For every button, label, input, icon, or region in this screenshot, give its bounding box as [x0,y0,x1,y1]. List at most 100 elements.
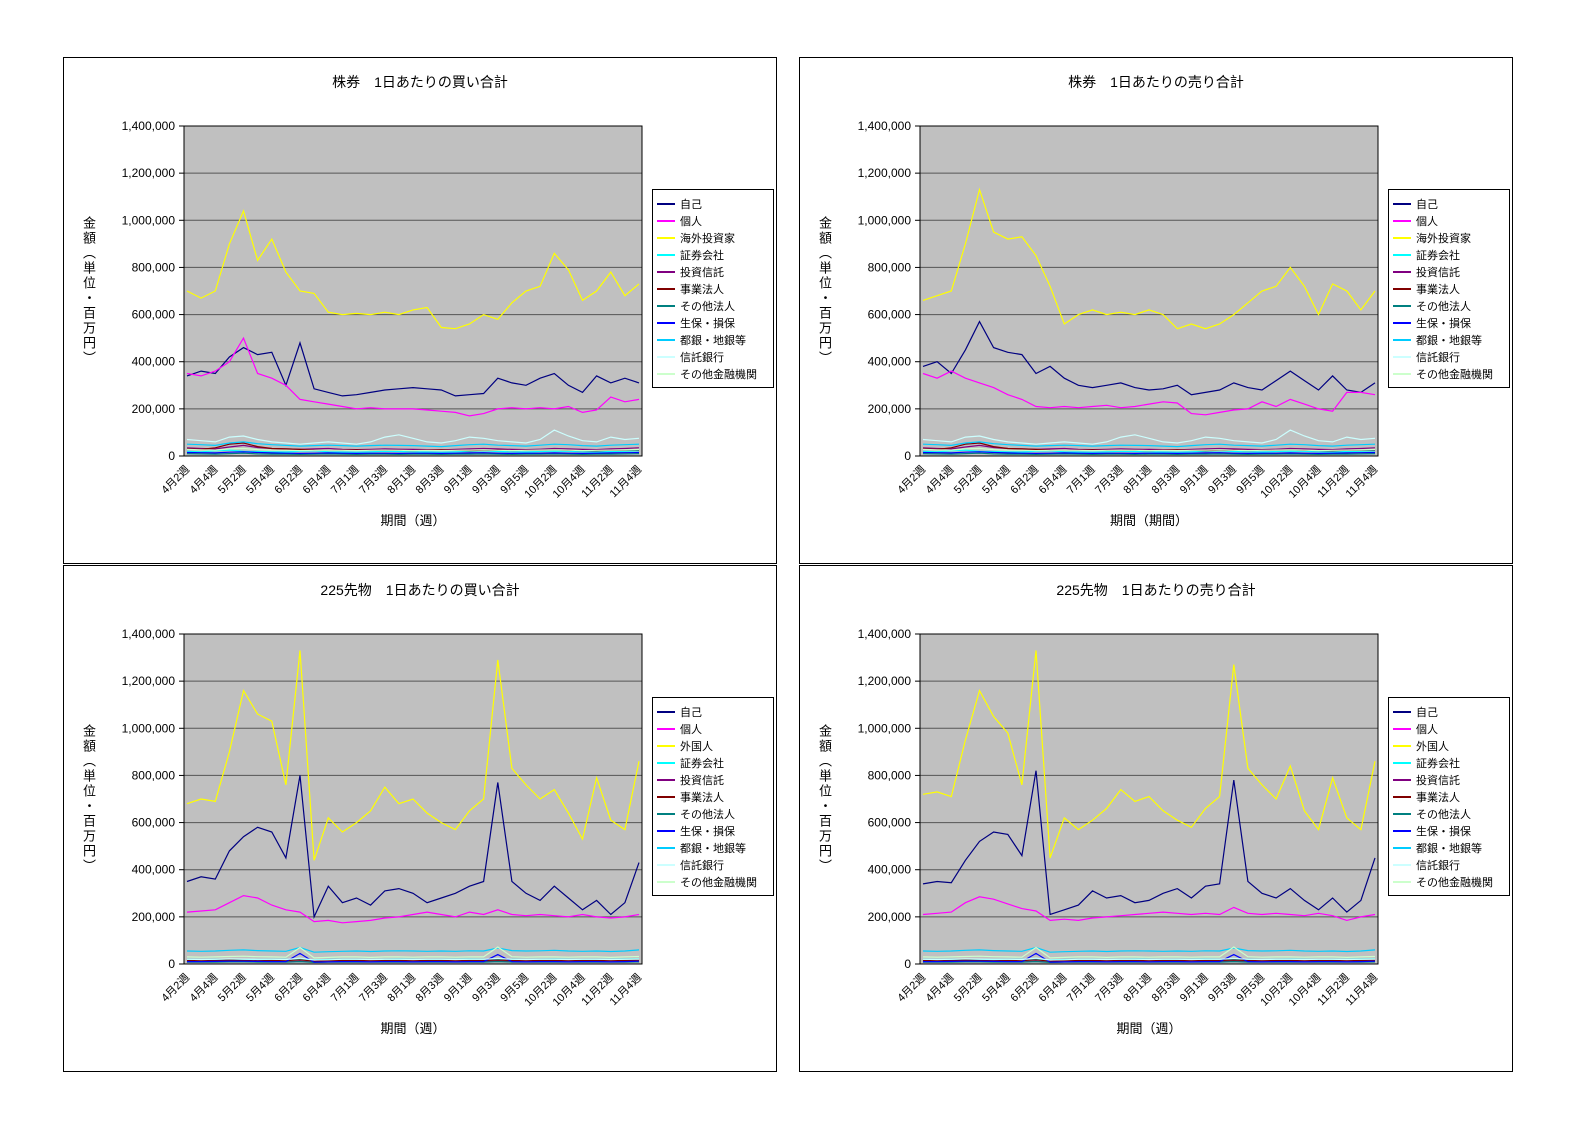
legend-item: 投資信託 [657,263,769,280]
legend-line-sample [1393,863,1411,866]
legend-line-sample [1393,812,1411,815]
legend-label: その他金融機関 [680,876,757,889]
x-tick-label: 5月2週 [215,971,248,1004]
legend-line-sample [1393,744,1411,747]
series-line [186,451,640,455]
series-line [186,775,640,920]
y-tick-label: 800,000 [132,260,176,274]
series-line [922,946,1376,959]
series-line [186,441,640,448]
legend-item: 生保・損保 [1393,314,1505,331]
y-tick-label: 0 [904,957,911,971]
legend-item: 生保・損保 [657,314,769,331]
x-tick-label: 9月1週 [1177,971,1210,1004]
legend-label: 個人 [1416,215,1438,228]
y-tick-label: 800,000 [868,260,912,274]
legend-item: 都銀・地銀等 [657,839,769,856]
x-tick-label: 8月3週 [1149,971,1182,1004]
legend-line-sample [657,710,675,713]
legend-item: 自己 [1393,195,1505,212]
series-line [922,429,1376,445]
series-line [922,449,1376,453]
series-line [186,449,640,453]
x-tick-label: 8月3週 [1149,463,1182,496]
series-line [186,209,640,330]
legend-item: 個人 [657,212,769,229]
legend-item: その他金融機関 [657,873,769,890]
x-tick-label: 4月4週 [187,463,220,496]
plot-area [920,126,1378,456]
series-line [186,429,640,445]
legend-item: その他金融機関 [1393,365,1505,382]
legend-item: 自己 [657,195,769,212]
x-tick-label: 7月1週 [1064,463,1097,496]
x-axis-title: 期間（週） [380,1021,446,1036]
x-tick-label: 9月1週 [441,463,474,496]
legend-label: 個人 [680,723,702,736]
legend-line-sample [1393,761,1411,764]
legend-label: 生保・損保 [680,825,735,838]
legend-item: 生保・損保 [657,822,769,839]
x-tick-label: 8月3週 [413,971,446,1004]
legend-item: 投資信託 [1393,771,1505,788]
legend-item: その他金融機関 [657,365,769,382]
x-tick-label: 5月4週 [979,463,1012,496]
legend-item: 証券会社 [1393,754,1505,771]
legend-label: その他法人 [680,300,735,313]
plot-border [183,633,643,965]
legend-item: 都銀・地銀等 [657,331,769,348]
legend-item: 信託銀行 [657,348,769,365]
chart-title: 株券 1日あたりの売り合計 [1068,74,1244,90]
y-tick-label: 1,400,000 [858,119,912,133]
legend-line-sample [1393,372,1411,375]
series-line [186,447,640,452]
legend-line-sample [657,236,675,239]
x-tick-label: 6月2週 [272,463,305,496]
legend-label: 投資信託 [1416,774,1460,787]
plot-svg: 0 200,000 400,000 600,000 800,000 1,000,000 1,… [858,119,1381,501]
legend-line-sample [657,202,675,205]
chart-panel-futures-sell: 0 200,000 400,000 600,000 800,000 1,000,000 1,… [799,565,1513,1072]
x-tick-label: 11月4週 [607,971,644,1008]
legend-item: 都銀・地銀等 [1393,331,1505,348]
legend-item: 自己 [1393,703,1505,720]
legend-label: その他金融機関 [1416,368,1493,381]
legend-item: 証券会社 [657,754,769,771]
y-tick-label: 600,000 [132,816,176,830]
legend-line-sample [1393,304,1411,307]
legend-line-sample [1393,778,1411,781]
series-line [922,187,1376,330]
y-tick-label: 1,200,000 [122,674,176,688]
legend-line-sample [657,727,675,730]
legend-item: その他法人 [1393,297,1505,314]
legend-label: 生保・損保 [1416,317,1471,330]
y-tick-label: 1,200,000 [122,166,176,180]
x-tick-label: 5月4週 [979,971,1012,1004]
y-tick-label: 400,000 [132,863,176,877]
series-line [186,959,640,962]
legend-label: 自己 [680,198,702,211]
legend: 自己 個人 外国人 証券会社 投資信託 事業法人 その他法人 生保・損保 都銀・地銀等 信託銀行そ… [1388,697,1510,896]
x-tick-label: 7月3週 [1092,463,1125,496]
x-tick-label: 5月4週 [243,463,276,496]
y-tick-label: 400,000 [868,355,912,369]
legend-label: 事業法人 [1416,283,1460,296]
legend-line-sample [657,744,675,747]
legend-label: 事業法人 [680,791,724,804]
legend-line-sample [657,338,675,341]
x-tick-label: 6月4週 [300,971,333,1004]
legend-item: 海外投資家 [657,229,769,246]
legend-item: 外国人 [657,737,769,754]
x-tick-label: 8月1週 [385,463,418,496]
legend-item: その他金融機関 [1393,873,1505,890]
y-tick-label: 200,000 [868,402,912,416]
series-line [922,650,1376,859]
x-tick-label: 4月2週 [895,463,928,496]
plot-border [919,633,1379,965]
legend-item: 都銀・地銀等 [1393,839,1505,856]
legend: 自己 個人 海外投資家 証券会社 投資信託 事業法人 その他法人 生保・損保 都銀・地銀等 信託銀… [652,189,774,388]
x-tick-label: 6月2週 [1008,971,1041,1004]
x-tick-label: 4月2週 [159,971,192,1004]
series-line [922,770,1376,916]
